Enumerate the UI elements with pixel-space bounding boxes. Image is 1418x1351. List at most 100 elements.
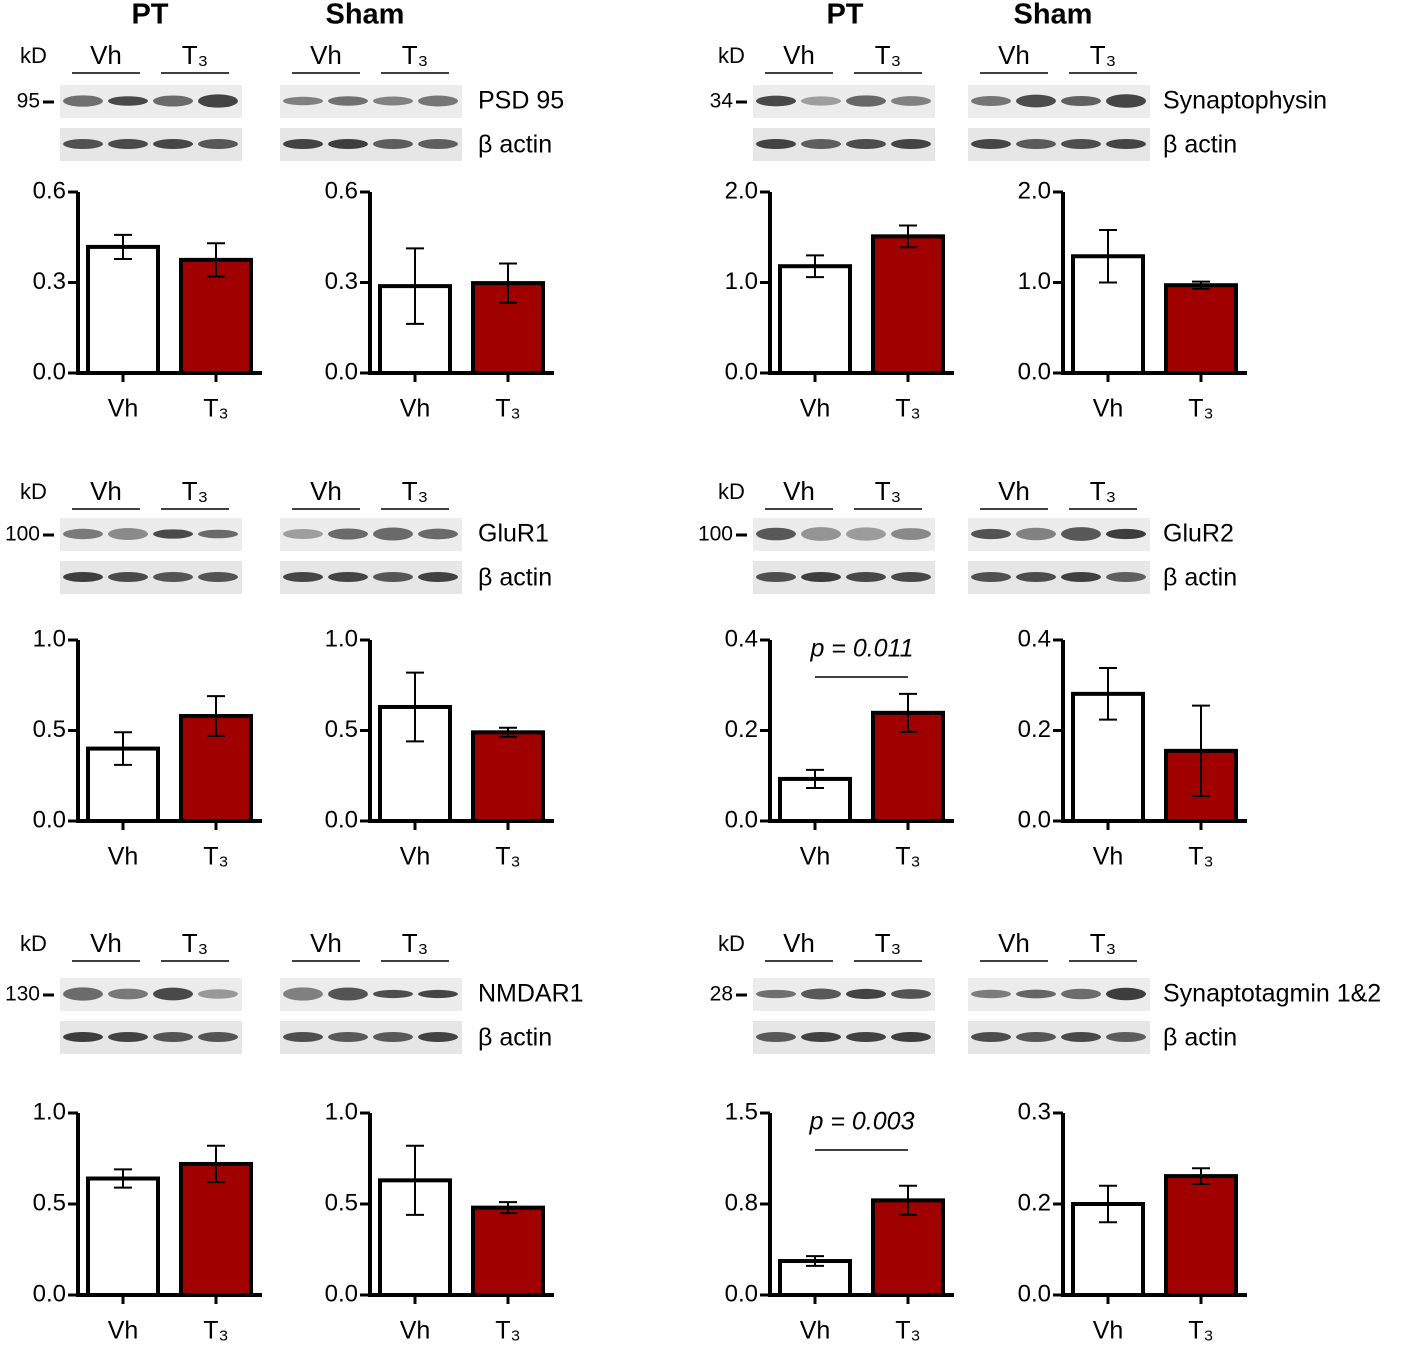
error-bar xyxy=(1099,229,1117,284)
blot-band xyxy=(153,572,193,582)
blot-band xyxy=(108,139,148,149)
error-bar xyxy=(499,726,517,738)
blot-band xyxy=(1061,139,1101,149)
blot-band xyxy=(153,987,193,1001)
blot-band xyxy=(328,987,368,1001)
y-tick-label: 0.5 xyxy=(33,1189,66,1216)
protein-label: Synaptotagmin 1&2 xyxy=(1163,980,1381,1008)
blot-band xyxy=(1106,572,1146,582)
blot-band xyxy=(1106,528,1146,540)
blot-band xyxy=(328,139,368,149)
blot-band xyxy=(971,96,1011,106)
y-tick-label: 0.0 xyxy=(33,358,66,385)
error-bar xyxy=(114,233,132,260)
x-tick-label: T₃ xyxy=(495,395,520,423)
protein-label: PSD 95 xyxy=(478,87,564,115)
blot-band xyxy=(891,572,931,582)
lane-label: T₃ xyxy=(182,928,208,958)
x-tick-label: T₃ xyxy=(1188,395,1213,423)
blot-band xyxy=(756,139,796,149)
blot-band xyxy=(63,572,103,582)
protein-label: Synaptophysin xyxy=(1163,87,1327,115)
x-tick-label: Vh xyxy=(108,843,139,871)
blot-band xyxy=(846,1032,886,1042)
error-bar xyxy=(899,1184,917,1216)
lane-label: T₃ xyxy=(1090,40,1116,70)
blot-band xyxy=(1016,94,1056,108)
y-tick-label: 0.2 xyxy=(1018,716,1051,743)
blot-band xyxy=(198,94,238,108)
error-bar xyxy=(207,242,225,278)
lane-label: T₃ xyxy=(402,476,428,506)
x-tick-label: Vh xyxy=(108,395,139,423)
bar xyxy=(471,730,545,823)
blot-band xyxy=(1061,1032,1101,1042)
protein-label: GluR2 xyxy=(1163,520,1234,548)
blot-band xyxy=(108,572,148,582)
blot-band xyxy=(891,1032,931,1042)
blot-band xyxy=(328,528,368,540)
error-bar xyxy=(207,1144,225,1184)
blot-band xyxy=(283,139,323,149)
loading-label: β actin xyxy=(478,564,552,592)
blot-band xyxy=(1061,527,1101,541)
blot-band xyxy=(108,988,148,1000)
x-tick-label: Vh xyxy=(1093,395,1124,423)
blot-band xyxy=(198,1032,238,1042)
blot-band xyxy=(846,139,886,149)
marker-label: 34 xyxy=(710,90,734,113)
x-tick-label: Vh xyxy=(108,1317,139,1345)
lane-label: T₃ xyxy=(402,928,428,958)
group-header: PT xyxy=(131,0,168,31)
blot-band xyxy=(283,529,323,539)
blot-band xyxy=(153,529,193,539)
y-tick-label: 0.0 xyxy=(33,1280,66,1307)
x-tick-label: T₃ xyxy=(1188,843,1213,871)
y-tick-label: 0.6 xyxy=(33,177,66,204)
y-tick-label: 0.4 xyxy=(725,625,758,652)
protein-label: NMDAR1 xyxy=(478,980,584,1008)
error-bar xyxy=(114,731,132,766)
blot-band xyxy=(418,528,458,540)
blot-band xyxy=(283,572,323,582)
blot-band xyxy=(1016,527,1056,541)
x-tick-label: T₃ xyxy=(895,1317,920,1345)
x-tick-label: Vh xyxy=(400,395,431,423)
kd-label: kD xyxy=(718,479,745,504)
y-tick-label: 0.5 xyxy=(33,716,66,743)
x-tick-label: T₃ xyxy=(895,395,920,423)
blot-band xyxy=(756,572,796,582)
loading-label: β actin xyxy=(1163,564,1237,592)
blot-band xyxy=(418,139,458,149)
x-tick-label: Vh xyxy=(800,1317,831,1345)
error-bar xyxy=(899,692,917,733)
blot-band xyxy=(756,1032,796,1042)
blot-band xyxy=(1016,139,1056,149)
blot-band xyxy=(108,96,148,106)
blot-band xyxy=(328,572,368,582)
y-tick-label: 0.6 xyxy=(325,177,358,204)
blot-band xyxy=(1061,988,1101,1000)
loading-label: β actin xyxy=(478,131,552,159)
blot-band xyxy=(756,527,796,541)
lane-label: Vh xyxy=(998,40,1030,70)
y-tick-label: 1.0 xyxy=(33,625,66,652)
blot-band xyxy=(756,989,796,999)
blot-band xyxy=(971,989,1011,999)
y-tick-label: 0.0 xyxy=(1018,358,1051,385)
y-tick-label: 0.0 xyxy=(1018,1280,1051,1307)
blot-band xyxy=(846,988,886,1000)
bar xyxy=(778,264,852,375)
marker-label: 100 xyxy=(698,523,733,546)
blot-band xyxy=(891,96,931,106)
blot-band xyxy=(198,529,238,539)
blot-band xyxy=(1106,987,1146,1001)
blot-band xyxy=(373,96,413,106)
loading-label: β actin xyxy=(1163,131,1237,159)
p-value: p = 0.003 xyxy=(809,1108,915,1136)
blot-band xyxy=(373,139,413,149)
blot-band xyxy=(63,95,103,107)
lane-label: Vh xyxy=(783,476,815,506)
lane-label: Vh xyxy=(90,476,122,506)
